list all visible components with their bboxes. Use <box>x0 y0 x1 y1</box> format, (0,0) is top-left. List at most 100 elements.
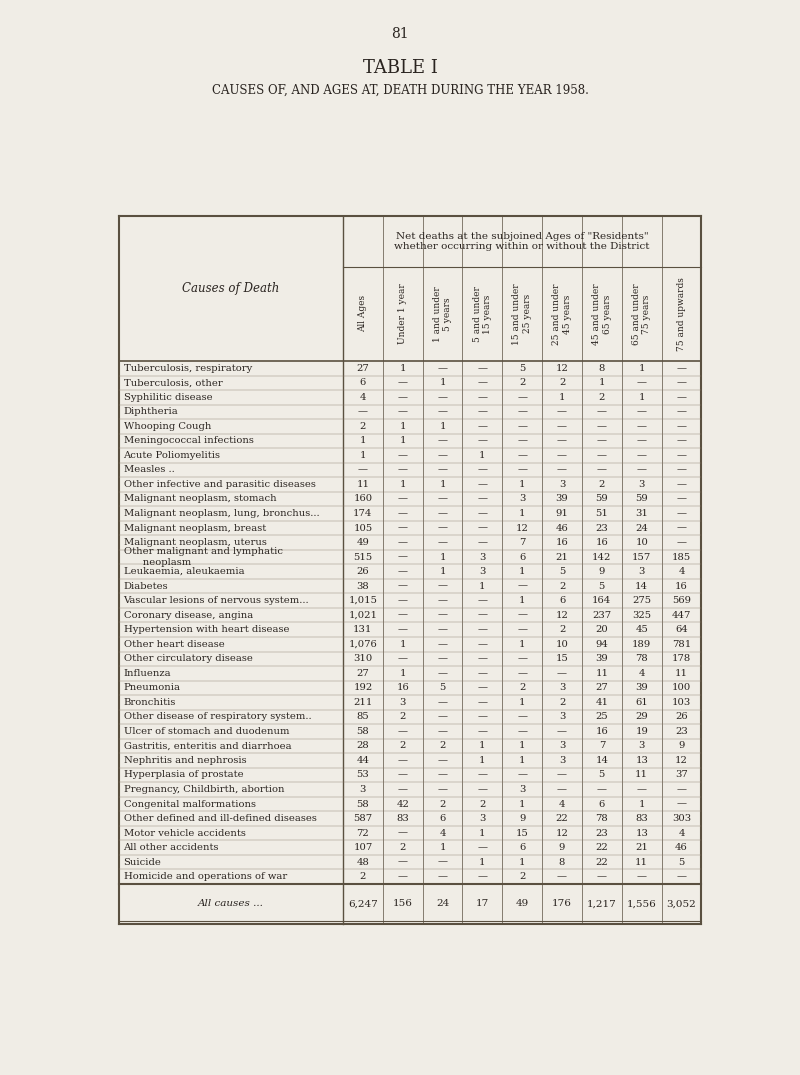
Text: 14: 14 <box>595 756 608 765</box>
Text: 1: 1 <box>519 756 526 765</box>
Text: —: — <box>438 626 447 634</box>
Text: —: — <box>637 378 646 387</box>
Text: —: — <box>438 858 447 866</box>
Text: —: — <box>637 465 646 474</box>
Text: —: — <box>478 392 487 402</box>
Text: 17: 17 <box>476 900 489 908</box>
Text: Coronary disease, angina: Coronary disease, angina <box>123 611 253 619</box>
Text: Nephritis and nephrosis: Nephritis and nephrosis <box>123 756 246 765</box>
Text: —: — <box>517 713 527 721</box>
Text: 1: 1 <box>519 479 526 489</box>
Text: —: — <box>478 684 487 692</box>
Text: 78: 78 <box>635 655 648 663</box>
Text: 94: 94 <box>595 640 608 648</box>
Text: —: — <box>438 640 447 648</box>
Text: 447: 447 <box>672 611 691 619</box>
Text: 26: 26 <box>357 568 370 576</box>
Text: 11: 11 <box>675 669 688 678</box>
Text: 23: 23 <box>595 829 608 837</box>
Text: Whooping Cough: Whooping Cough <box>123 421 211 431</box>
Text: 12: 12 <box>555 829 569 837</box>
Text: 1: 1 <box>439 479 446 489</box>
Text: 1: 1 <box>638 392 645 402</box>
Text: —: — <box>438 392 447 402</box>
Text: 178: 178 <box>672 655 691 663</box>
Text: 5: 5 <box>559 568 566 576</box>
Text: —: — <box>557 872 567 881</box>
Text: 100: 100 <box>672 684 691 692</box>
Text: —: — <box>677 785 686 794</box>
Text: —: — <box>438 436 447 445</box>
Text: —: — <box>478 713 487 721</box>
Text: —: — <box>438 698 447 707</box>
Text: 1: 1 <box>519 698 526 707</box>
Text: —: — <box>478 626 487 634</box>
Text: All causes ...: All causes ... <box>198 900 264 908</box>
Text: 2: 2 <box>399 742 406 750</box>
Text: Diphtheria: Diphtheria <box>123 407 178 416</box>
Text: 3: 3 <box>638 479 645 489</box>
Text: 12: 12 <box>555 611 569 619</box>
Text: 103: 103 <box>672 698 691 707</box>
Text: —: — <box>637 436 646 445</box>
Text: —: — <box>438 465 447 474</box>
Text: Malignant neoplasm, uterus: Malignant neoplasm, uterus <box>123 539 266 547</box>
Text: 21: 21 <box>555 553 569 561</box>
Text: 4: 4 <box>638 669 645 678</box>
Text: All other accidents: All other accidents <box>123 843 219 852</box>
Text: 24: 24 <box>635 524 648 532</box>
Text: 58: 58 <box>357 727 370 736</box>
Text: 781: 781 <box>672 640 691 648</box>
Text: —: — <box>438 524 447 532</box>
Text: 15: 15 <box>516 829 529 837</box>
Text: 2: 2 <box>439 742 446 750</box>
Text: 211: 211 <box>354 698 373 707</box>
Text: Influenza: Influenza <box>123 669 171 678</box>
Text: 1: 1 <box>479 742 486 750</box>
Text: 1: 1 <box>399 436 406 445</box>
Text: —: — <box>358 465 368 474</box>
Text: —: — <box>557 771 567 779</box>
Text: 11: 11 <box>595 669 608 678</box>
Text: —: — <box>478 494 487 503</box>
Text: —: — <box>597 785 607 794</box>
Text: Congenital malformations: Congenital malformations <box>123 800 255 808</box>
Text: —: — <box>478 843 487 852</box>
Text: 5 and under
15 years: 5 and under 15 years <box>473 286 492 342</box>
Text: Net deaths at the subjoined Ages of "Residents"
whether occurring within or with: Net deaths at the subjoined Ages of "Res… <box>394 231 650 250</box>
Text: —: — <box>517 465 527 474</box>
Text: 5: 5 <box>598 582 605 590</box>
Text: 185: 185 <box>672 553 691 561</box>
Text: 49: 49 <box>515 900 529 908</box>
Text: —: — <box>438 539 447 547</box>
Text: 61: 61 <box>635 698 648 707</box>
Text: —: — <box>478 669 487 678</box>
Text: Vascular lesions of nervous system...: Vascular lesions of nervous system... <box>123 597 309 605</box>
Text: —: — <box>358 407 368 416</box>
Text: 1: 1 <box>399 640 406 648</box>
Text: 1: 1 <box>638 363 645 373</box>
Text: 3: 3 <box>479 568 486 576</box>
Text: 5: 5 <box>598 771 605 779</box>
Text: 11: 11 <box>356 479 370 489</box>
Text: 45 and under
65 years: 45 and under 65 years <box>592 283 611 345</box>
Text: —: — <box>478 407 487 416</box>
Text: Pneumonia: Pneumonia <box>123 684 181 692</box>
Text: 1: 1 <box>479 829 486 837</box>
Text: 23: 23 <box>675 727 688 736</box>
Text: 15: 15 <box>555 655 569 663</box>
Text: 2: 2 <box>399 843 406 852</box>
Text: 27: 27 <box>357 363 370 373</box>
Text: —: — <box>478 640 487 648</box>
Text: 2: 2 <box>519 378 526 387</box>
Text: 237: 237 <box>592 611 611 619</box>
Text: 3: 3 <box>559 479 566 489</box>
Text: —: — <box>517 450 527 460</box>
Text: 2: 2 <box>559 626 566 634</box>
Text: 5: 5 <box>439 684 446 692</box>
Text: —: — <box>438 611 447 619</box>
Text: 4: 4 <box>439 829 446 837</box>
Text: —: — <box>517 771 527 779</box>
Text: 12: 12 <box>516 524 529 532</box>
Text: 1: 1 <box>439 568 446 576</box>
